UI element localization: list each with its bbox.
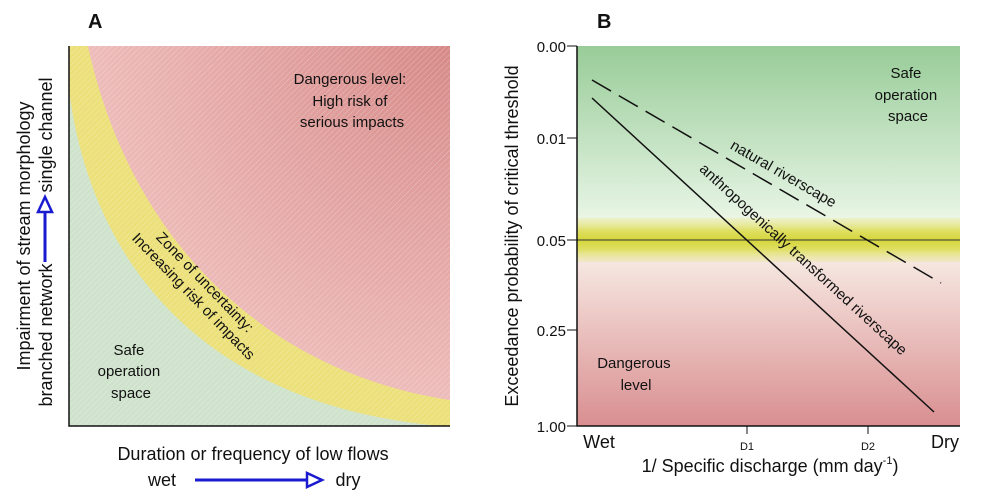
y-axis-title: Exceedance probability of critical thres… xyxy=(502,65,522,406)
panel-a: A Dangerous level: High risk of serious … xyxy=(14,11,450,490)
panel-b: B 0.00 0.01 0.05 0.25 1.00 Wet D1 D2 Dry xyxy=(502,11,960,476)
dangerous-label: Dangerous level xyxy=(597,355,675,394)
x-axis-title: 1/ Specific discharge (mm day-1) xyxy=(642,455,899,476)
right-arrow-icon xyxy=(195,471,325,489)
x-tick-label: Dry xyxy=(931,432,959,452)
y-tick-label: 0.25 xyxy=(537,323,566,340)
safe-label: Safe operation space xyxy=(875,65,942,125)
dangerous-label: Dangerous level: High risk of serious im… xyxy=(294,71,411,131)
y-tick-label: 1.00 xyxy=(537,419,566,436)
x-axis-high-label: dry xyxy=(335,470,360,490)
natural-riverscape-line xyxy=(591,79,942,284)
y-tick-label: 0.00 xyxy=(537,39,566,56)
x-tick-label: D1 xyxy=(740,441,754,453)
x-axis-low-label: wet xyxy=(147,470,176,490)
y-tick-label: 0.05 xyxy=(537,233,566,250)
x-ticks xyxy=(746,426,869,434)
y-axis-high-label: single channel xyxy=(36,77,56,192)
y-ticks xyxy=(567,45,577,427)
x-tick-label: Wet xyxy=(583,432,615,452)
axes xyxy=(68,46,450,427)
up-arrow-icon xyxy=(36,194,54,262)
x-axis-title: Duration or frequency of low flows xyxy=(117,444,388,464)
hatching xyxy=(69,46,450,426)
panel-a-label: A xyxy=(88,11,102,33)
y-axis-low-label: branched network xyxy=(36,262,56,406)
y-axis-title: Impairment of stream morphology xyxy=(14,101,34,370)
y-tick-label: 0.01 xyxy=(537,131,566,148)
x-tick-label: D2 xyxy=(861,441,875,453)
transformed-riverscape-line xyxy=(591,97,935,413)
safe-label: Safe operation space xyxy=(98,342,165,402)
panel-b-label: B xyxy=(597,11,611,33)
